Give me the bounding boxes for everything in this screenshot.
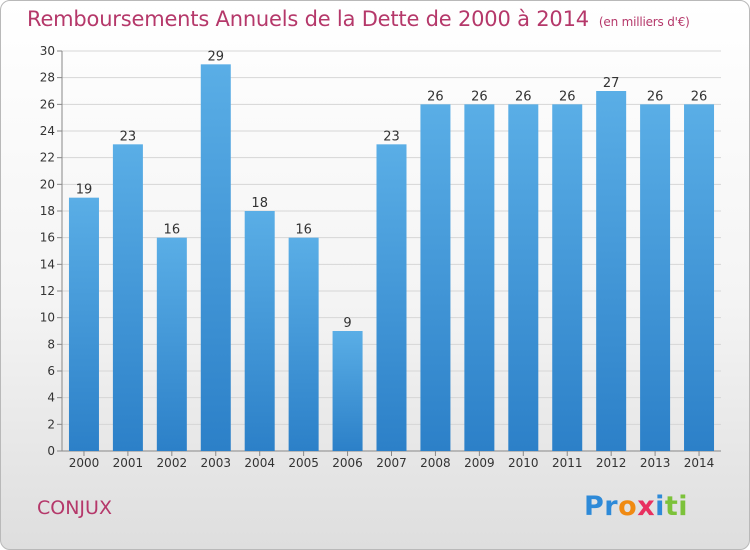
bar xyxy=(420,104,451,451)
data-label: 18 xyxy=(251,196,268,211)
bar xyxy=(464,104,495,451)
y-tick-label: 20 xyxy=(40,177,55,191)
data-label: 23 xyxy=(383,129,400,144)
logo-letter: o xyxy=(618,491,638,522)
bar xyxy=(684,104,715,451)
x-tick-label: 2007 xyxy=(376,456,407,470)
y-tick-label: 26 xyxy=(40,97,55,111)
y-tick-label: 16 xyxy=(40,231,55,245)
y-tick-label: 0 xyxy=(47,444,55,458)
y-tick-label: 22 xyxy=(40,151,55,165)
bar xyxy=(156,237,187,451)
y-tick-label: 12 xyxy=(40,284,55,298)
x-tick-label: 2011 xyxy=(552,456,583,470)
bar xyxy=(508,104,539,451)
bar xyxy=(332,331,363,451)
y-tick-label: 4 xyxy=(47,391,55,405)
data-label: 16 xyxy=(295,223,312,238)
data-label: 16 xyxy=(164,223,181,238)
logo-letter: t xyxy=(664,491,679,522)
y-tick-label: 8 xyxy=(47,337,55,351)
y-tick-label: 18 xyxy=(40,204,55,218)
data-label: 26 xyxy=(427,89,444,104)
x-tick-label: 2003 xyxy=(200,456,231,470)
data-label: 26 xyxy=(559,89,576,104)
chart-title: Remboursements Annuels de la Dette de 20… xyxy=(27,7,690,31)
logo-letter: x xyxy=(637,491,656,522)
bar xyxy=(288,237,319,451)
logo-letter: P xyxy=(584,491,605,522)
data-label: 27 xyxy=(603,76,620,91)
x-tick-label: 2014 xyxy=(684,456,715,470)
data-label: 29 xyxy=(207,49,224,64)
x-tick-label: 2012 xyxy=(596,456,627,470)
x-tick-label: 2005 xyxy=(288,456,319,470)
x-tick-label: 2009 xyxy=(464,456,495,470)
chart-title-text: Remboursements Annuels de la Dette de 20… xyxy=(27,7,589,31)
chart-unit: (en milliers d'€) xyxy=(598,15,690,29)
data-label: 9 xyxy=(343,316,351,331)
x-tick-label: 2002 xyxy=(157,456,188,470)
bar xyxy=(552,104,583,451)
y-tick-label: 10 xyxy=(40,311,55,325)
x-tick-label: 2006 xyxy=(332,456,363,470)
y-tick-label: 30 xyxy=(40,44,55,58)
x-tick-label: 2000 xyxy=(69,456,100,470)
y-tick-label: 14 xyxy=(40,257,55,271)
x-tick-label: 2001 xyxy=(113,456,144,470)
y-tick-label: 28 xyxy=(40,71,55,85)
data-label: 26 xyxy=(515,89,532,104)
data-label: 26 xyxy=(647,89,664,104)
x-tick-label: 2010 xyxy=(508,456,539,470)
data-label: 26 xyxy=(691,89,708,104)
bar xyxy=(640,104,671,451)
logo-letter: i xyxy=(678,491,689,522)
bar xyxy=(68,197,99,451)
x-tick-label: 2004 xyxy=(244,456,275,470)
bar xyxy=(200,64,231,452)
bar xyxy=(112,144,143,452)
bar xyxy=(376,144,407,452)
y-tick-label: 24 xyxy=(40,124,55,138)
logo-letter: r xyxy=(604,491,619,522)
y-tick-label: 2 xyxy=(47,417,55,431)
proxiti-logo: Proxiti xyxy=(584,491,688,522)
logo-letter: i xyxy=(655,491,665,522)
data-label: 19 xyxy=(76,183,93,198)
bar xyxy=(244,211,275,451)
bar xyxy=(596,91,627,451)
y-tick-label: 6 xyxy=(47,364,55,378)
data-label: 23 xyxy=(120,129,137,144)
x-tick-label: 2008 xyxy=(420,456,451,470)
x-tick-label: 2013 xyxy=(640,456,671,470)
data-label: 26 xyxy=(471,89,488,104)
commune-name: CONJUX xyxy=(37,497,112,519)
